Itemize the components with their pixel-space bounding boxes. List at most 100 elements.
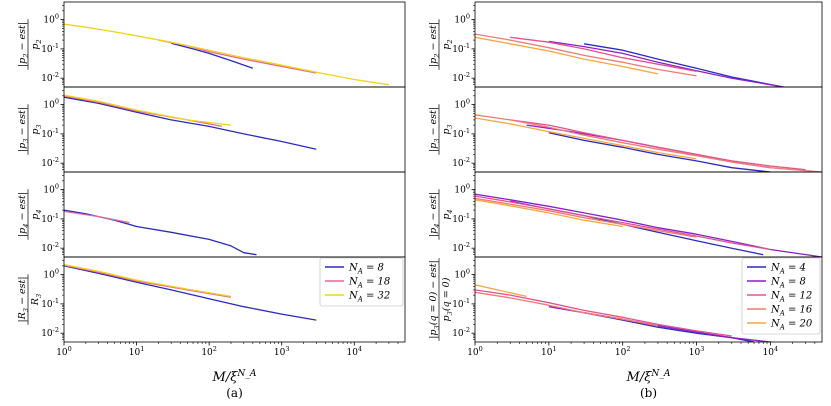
y-tick-label: 10-1 [41,297,59,310]
series-line-n_a32 [64,263,232,298]
y-tick-label: 10-2 [41,71,59,84]
y-label-denominator: p2 [441,39,454,49]
x-tick-label: 103 [689,345,705,358]
y-tick-label: 10-2 [452,241,470,254]
series-line-n_a8 [171,42,254,69]
series-line-n_a12 [510,36,697,73]
axes-frame [63,171,406,258]
axes-frame [63,86,406,173]
series-line-n_a32 [64,23,389,86]
x-axis-label: M/ξN_A [212,369,257,385]
y-label-numerator: |R3 − est| [17,276,30,322]
subplot-1: 100 10-1 10-2 |p2 − est| p2 [17,1,406,88]
y-label-denominator: p3(q = 0) [441,277,454,321]
legend-entry: NA = 32 [348,291,390,304]
y-tick-label: 10-1 [452,297,470,310]
legend-entry: NA = 12 [770,291,812,304]
y-tick-label: 10-1 [41,42,59,55]
series-line-n_a8 [64,96,317,150]
subplot-4: 100 10-1 10-2|p3(q = 0) − est| p3(q = 0) [428,256,823,343]
y-label-numerator: |p2 − est| [17,22,30,67]
panel-label: (a) [226,386,243,400]
y-tick-label: 10-1 [452,42,470,55]
x-tick-label: 104 [763,345,779,358]
y-tick-label: 10-1 [452,212,470,225]
y-tick-label: 100 [454,13,470,26]
series-line-n_a4 [583,43,784,87]
axes-frame [63,1,406,88]
series-line-n_a20 [475,117,697,160]
series-line-n_a20 [475,36,659,75]
axes-frame [474,1,823,88]
y-axis-label: |p3 − est| p3 [17,104,43,155]
legend-entry: NA = 20 [770,319,813,332]
y-axis-label: |p3(q = 0) − est| p3(q = 0) [428,258,454,341]
y-label-denominator: p2 [30,39,43,49]
x-axis: 100 101 102 103 104 [467,342,816,358]
x-tick-label: 100 [467,345,483,358]
y-tick-label: 100 [454,98,470,111]
axes-frame [63,256,406,343]
y-tick-label: 100 [43,98,59,111]
series-line-n_a16 [475,114,822,172]
legend-entry: NA = 8 [770,277,806,290]
series-line-n_a18 [64,210,130,224]
y-label-denominator: p3 [30,124,43,134]
panel-label: (b) [640,386,657,400]
axes-frame [474,256,823,343]
axes-frame [474,86,823,173]
legend-entry: NA = 16 [770,305,813,318]
y-label-denominator: p4 [441,209,454,219]
x-tick-label: 100 [56,345,72,358]
y-tick-label: 100 [454,268,470,281]
y-label-numerator: |p4 − est| [17,192,30,237]
series-line-n_a16 [475,33,697,77]
y-tick-label: 10-2 [41,241,59,254]
y-label-denominator: p3 [441,124,454,134]
x-axis: 100 101 102 103 104 [56,342,399,358]
y-axis-label: |p4 − est| p4 [428,189,454,240]
y-axis-label: |p4 − est| p4 [17,189,43,240]
y-axis-label: |p3 − est| p3 [428,104,454,155]
y-tick-label: 10-1 [452,127,470,140]
y-tick-label: 100 [43,183,59,196]
series-line-n_a8 [64,209,257,256]
axes-frame [474,171,823,258]
legend-entry: NA = 8 [348,263,384,276]
series-line-n_a20 [475,199,623,228]
series-line-n_a16 [475,291,659,327]
y-tick-label: 10-1 [41,127,59,140]
series-line-n_a20 [475,284,527,298]
y-label-numerator: |p3 − est| [17,107,30,152]
y-tick-label: 10-2 [452,326,470,339]
y-label-denominator: p4 [30,209,43,219]
y-tick-label: 10-2 [452,71,470,84]
legend-entry: NA = 18 [348,277,390,290]
y-tick-label: 10-1 [41,212,59,225]
y-tick-label: 100 [43,13,59,26]
x-tick-label: 104 [346,345,362,358]
series-line-n_a8 [64,265,317,321]
series-line-n_a8 [475,193,822,257]
y-label-denominator: R3 [30,294,43,306]
y-label-numerator: |p2 − est| [428,22,441,67]
y-axis-label: |p2 − est| p2 [428,19,454,70]
series-line-n_a12 [510,119,806,171]
x-tick-label: 101 [129,345,145,358]
series-line-n_a4 [548,132,771,172]
x-tick-label: 102 [201,345,217,358]
series-line-n_a12 [475,195,771,251]
series-line-n_a18 [64,264,232,298]
series-line-n_a32 [64,94,232,126]
legend-entry: NA = 4 [770,263,806,276]
series-line-n_a18 [64,95,223,128]
